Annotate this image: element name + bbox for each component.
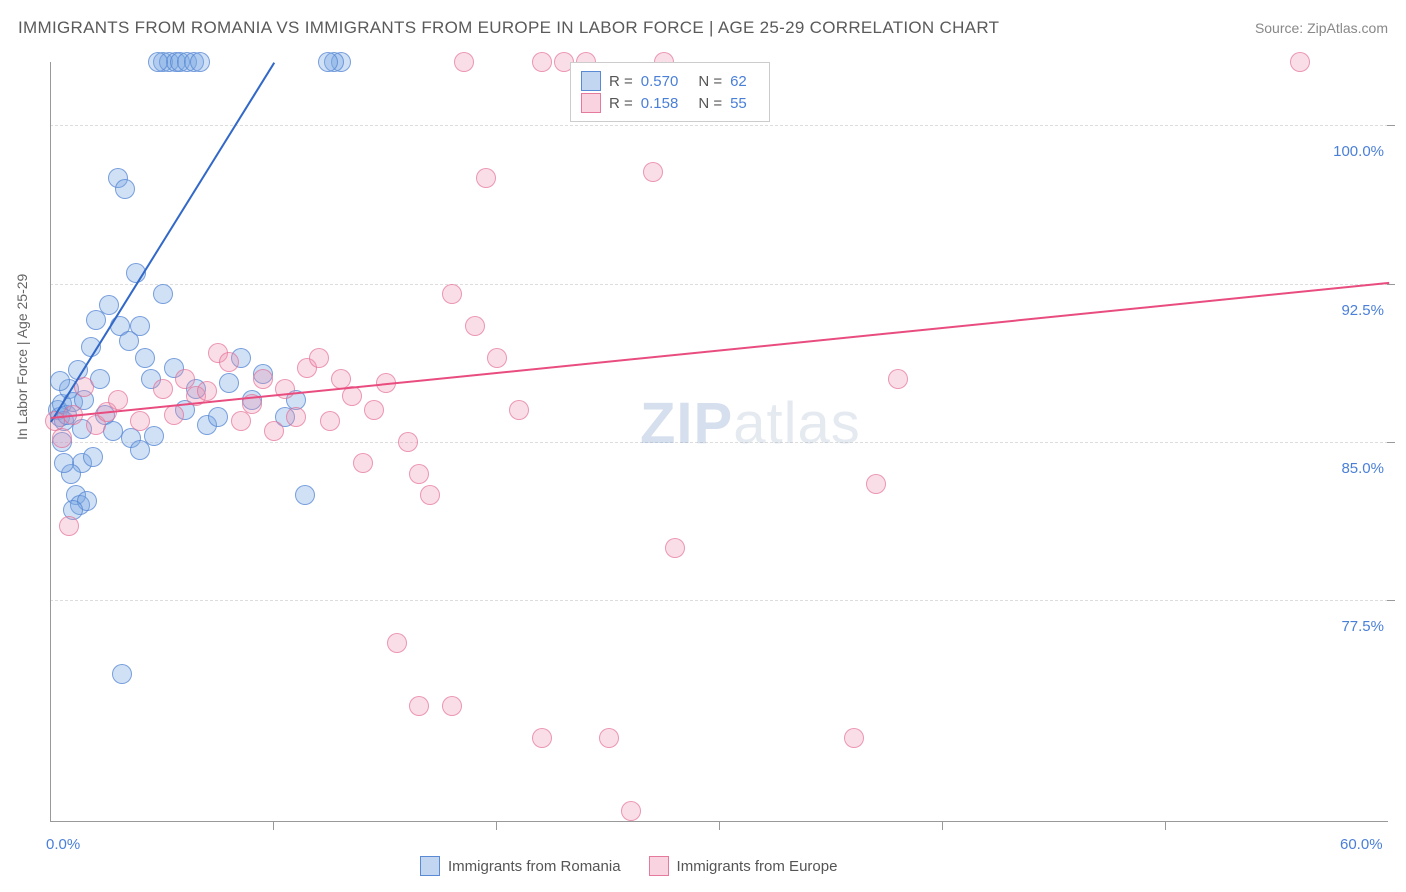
y-tick-label: 85.0% <box>1341 460 1384 477</box>
data-point <box>253 369 273 389</box>
data-point <box>83 447 103 467</box>
data-point <box>231 411 251 431</box>
data-point <box>130 316 150 336</box>
stat-label-n: N = <box>698 95 722 112</box>
data-point <box>599 728 619 748</box>
data-point <box>532 52 552 72</box>
data-point <box>275 379 295 399</box>
data-point <box>50 371 70 391</box>
data-point <box>144 426 164 446</box>
trend-line <box>50 62 275 422</box>
data-point <box>153 379 173 399</box>
y-axis-label: In Labor Force | Age 25-29 <box>14 274 30 440</box>
x-tick-label: 0.0% <box>46 836 80 853</box>
data-point <box>318 52 338 72</box>
data-point <box>108 390 128 410</box>
data-point <box>387 633 407 653</box>
legend-stats-row-2: R = 0.158 N = 55 <box>581 93 759 113</box>
trend-line <box>51 282 1389 419</box>
data-point <box>208 407 228 427</box>
x-tick-label: 60.0% <box>1340 836 1383 853</box>
data-point <box>509 400 529 420</box>
data-point <box>99 295 119 315</box>
stat-value-r-2: 0.158 <box>641 95 679 112</box>
legend-stats: R = 0.570 N = 62 R = 0.158 N = 55 <box>570 62 770 122</box>
data-point <box>197 381 217 401</box>
stat-value-r-1: 0.570 <box>641 73 679 90</box>
data-point <box>52 428 72 448</box>
data-point <box>442 696 462 716</box>
swatch-pink-icon <box>581 93 601 113</box>
stat-label-r: R = <box>609 95 633 112</box>
data-point <box>320 411 340 431</box>
data-point <box>454 52 474 72</box>
data-point <box>264 421 284 441</box>
data-point <box>54 453 74 473</box>
swatch-pink-icon <box>649 856 669 876</box>
data-point <box>130 411 150 431</box>
chart-title: IMMIGRANTS FROM ROMANIA VS IMMIGRANTS FR… <box>18 18 999 38</box>
data-point <box>476 168 496 188</box>
data-point <box>487 348 507 368</box>
data-point <box>465 316 485 336</box>
data-point <box>1290 52 1310 72</box>
data-point <box>219 352 239 372</box>
legend-item-1: Immigrants from Romania <box>420 856 621 876</box>
data-point <box>190 52 210 72</box>
data-point <box>153 284 173 304</box>
legend-stats-row-1: R = 0.570 N = 62 <box>581 71 759 91</box>
data-point <box>353 453 373 473</box>
data-point <box>148 52 168 72</box>
plot-area <box>50 62 1388 822</box>
data-point <box>164 405 184 425</box>
data-point <box>112 664 132 684</box>
data-point <box>398 432 418 452</box>
data-point <box>665 538 685 558</box>
data-point <box>621 801 641 821</box>
data-point <box>286 407 306 427</box>
data-point <box>409 464 429 484</box>
data-point <box>135 348 155 368</box>
stat-label-r: R = <box>609 73 633 90</box>
data-point <box>442 284 462 304</box>
data-point <box>59 516 79 536</box>
data-point <box>409 696 429 716</box>
y-tick-label: 92.5% <box>1341 302 1384 319</box>
data-point <box>309 348 329 368</box>
data-point <box>364 400 384 420</box>
source-label: Source: ZipAtlas.com <box>1255 20 1388 36</box>
data-point <box>420 485 440 505</box>
data-point <box>295 485 315 505</box>
stat-value-n-2: 55 <box>730 95 747 112</box>
stat-value-n-1: 62 <box>730 73 747 90</box>
swatch-blue-icon <box>420 856 440 876</box>
legend-item-2: Immigrants from Europe <box>649 856 838 876</box>
y-tick-label: 77.5% <box>1341 618 1384 635</box>
data-point <box>115 179 135 199</box>
y-tick-label: 100.0% <box>1333 143 1384 160</box>
swatch-blue-icon <box>581 71 601 91</box>
data-point <box>888 369 908 389</box>
data-point <box>844 728 864 748</box>
stat-label-n: N = <box>698 73 722 90</box>
data-point <box>643 162 663 182</box>
data-point <box>866 474 886 494</box>
data-point <box>532 728 552 748</box>
legend-item-label: Immigrants from Romania <box>448 858 621 875</box>
legend-series: Immigrants from Romania Immigrants from … <box>420 856 837 876</box>
legend-item-label: Immigrants from Europe <box>677 858 838 875</box>
data-point <box>219 373 239 393</box>
